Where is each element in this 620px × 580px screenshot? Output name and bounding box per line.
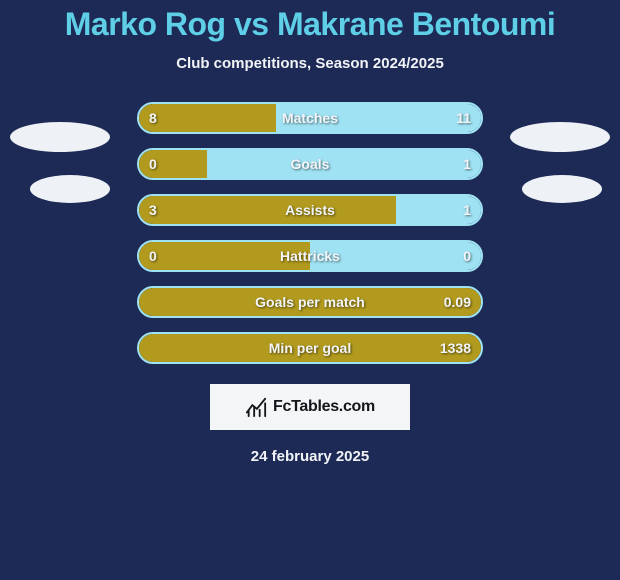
stat-bar-left [139,196,396,224]
badge-left-bottom [30,175,110,203]
brand-box[interactable]: FcTables.com [210,384,410,430]
stat-row: Hattricks 0 0 [137,240,483,272]
badge-right-bottom [522,175,602,203]
stat-left-value: 8 [149,110,157,126]
stat-label: Goals [291,156,330,172]
stat-row: Min per goal 1338 [137,332,483,364]
stat-label: Matches [282,110,338,126]
stat-left-value: 3 [149,202,157,218]
stat-row: Matches 8 11 [137,102,483,134]
stat-bar-left [139,104,276,132]
badge-right-top [510,122,610,152]
stat-row: Assists 3 1 [137,194,483,226]
brand-text: FcTables.com [273,398,375,416]
date-text: 24 february 2025 [251,448,369,465]
brand-icon [245,396,267,418]
subtitle: Club competitions, Season 2024/2025 [176,55,444,72]
stat-bar-right [207,150,481,178]
stat-label: Assists [285,202,335,218]
stat-right-value: 11 [456,110,471,126]
stat-right-value: 0 [463,248,471,264]
stat-bars: Matches811Goals01Assists31Hattricks00Goa… [137,102,483,364]
stat-row: Goals per match 0.09 [137,286,483,318]
stat-label: Goals per match [255,294,365,310]
stat-right-value: 1 [463,202,471,218]
comparison-card: Marko Rog vs Makrane Bentoumi Club compe… [0,0,620,580]
stat-right-value: 0.09 [444,294,471,310]
stat-row: Goals 0 1 [137,148,483,180]
stat-left-value: 0 [149,156,157,172]
stat-left-value: 0 [149,248,157,264]
stat-label: Min per goal [269,340,351,356]
page-title: Marko Rog vs Makrane Bentoumi [65,6,556,43]
stat-right-value: 1338 [440,340,471,356]
badge-left-top [10,122,110,152]
stat-label: Hattricks [280,248,340,264]
stat-right-value: 1 [463,156,471,172]
